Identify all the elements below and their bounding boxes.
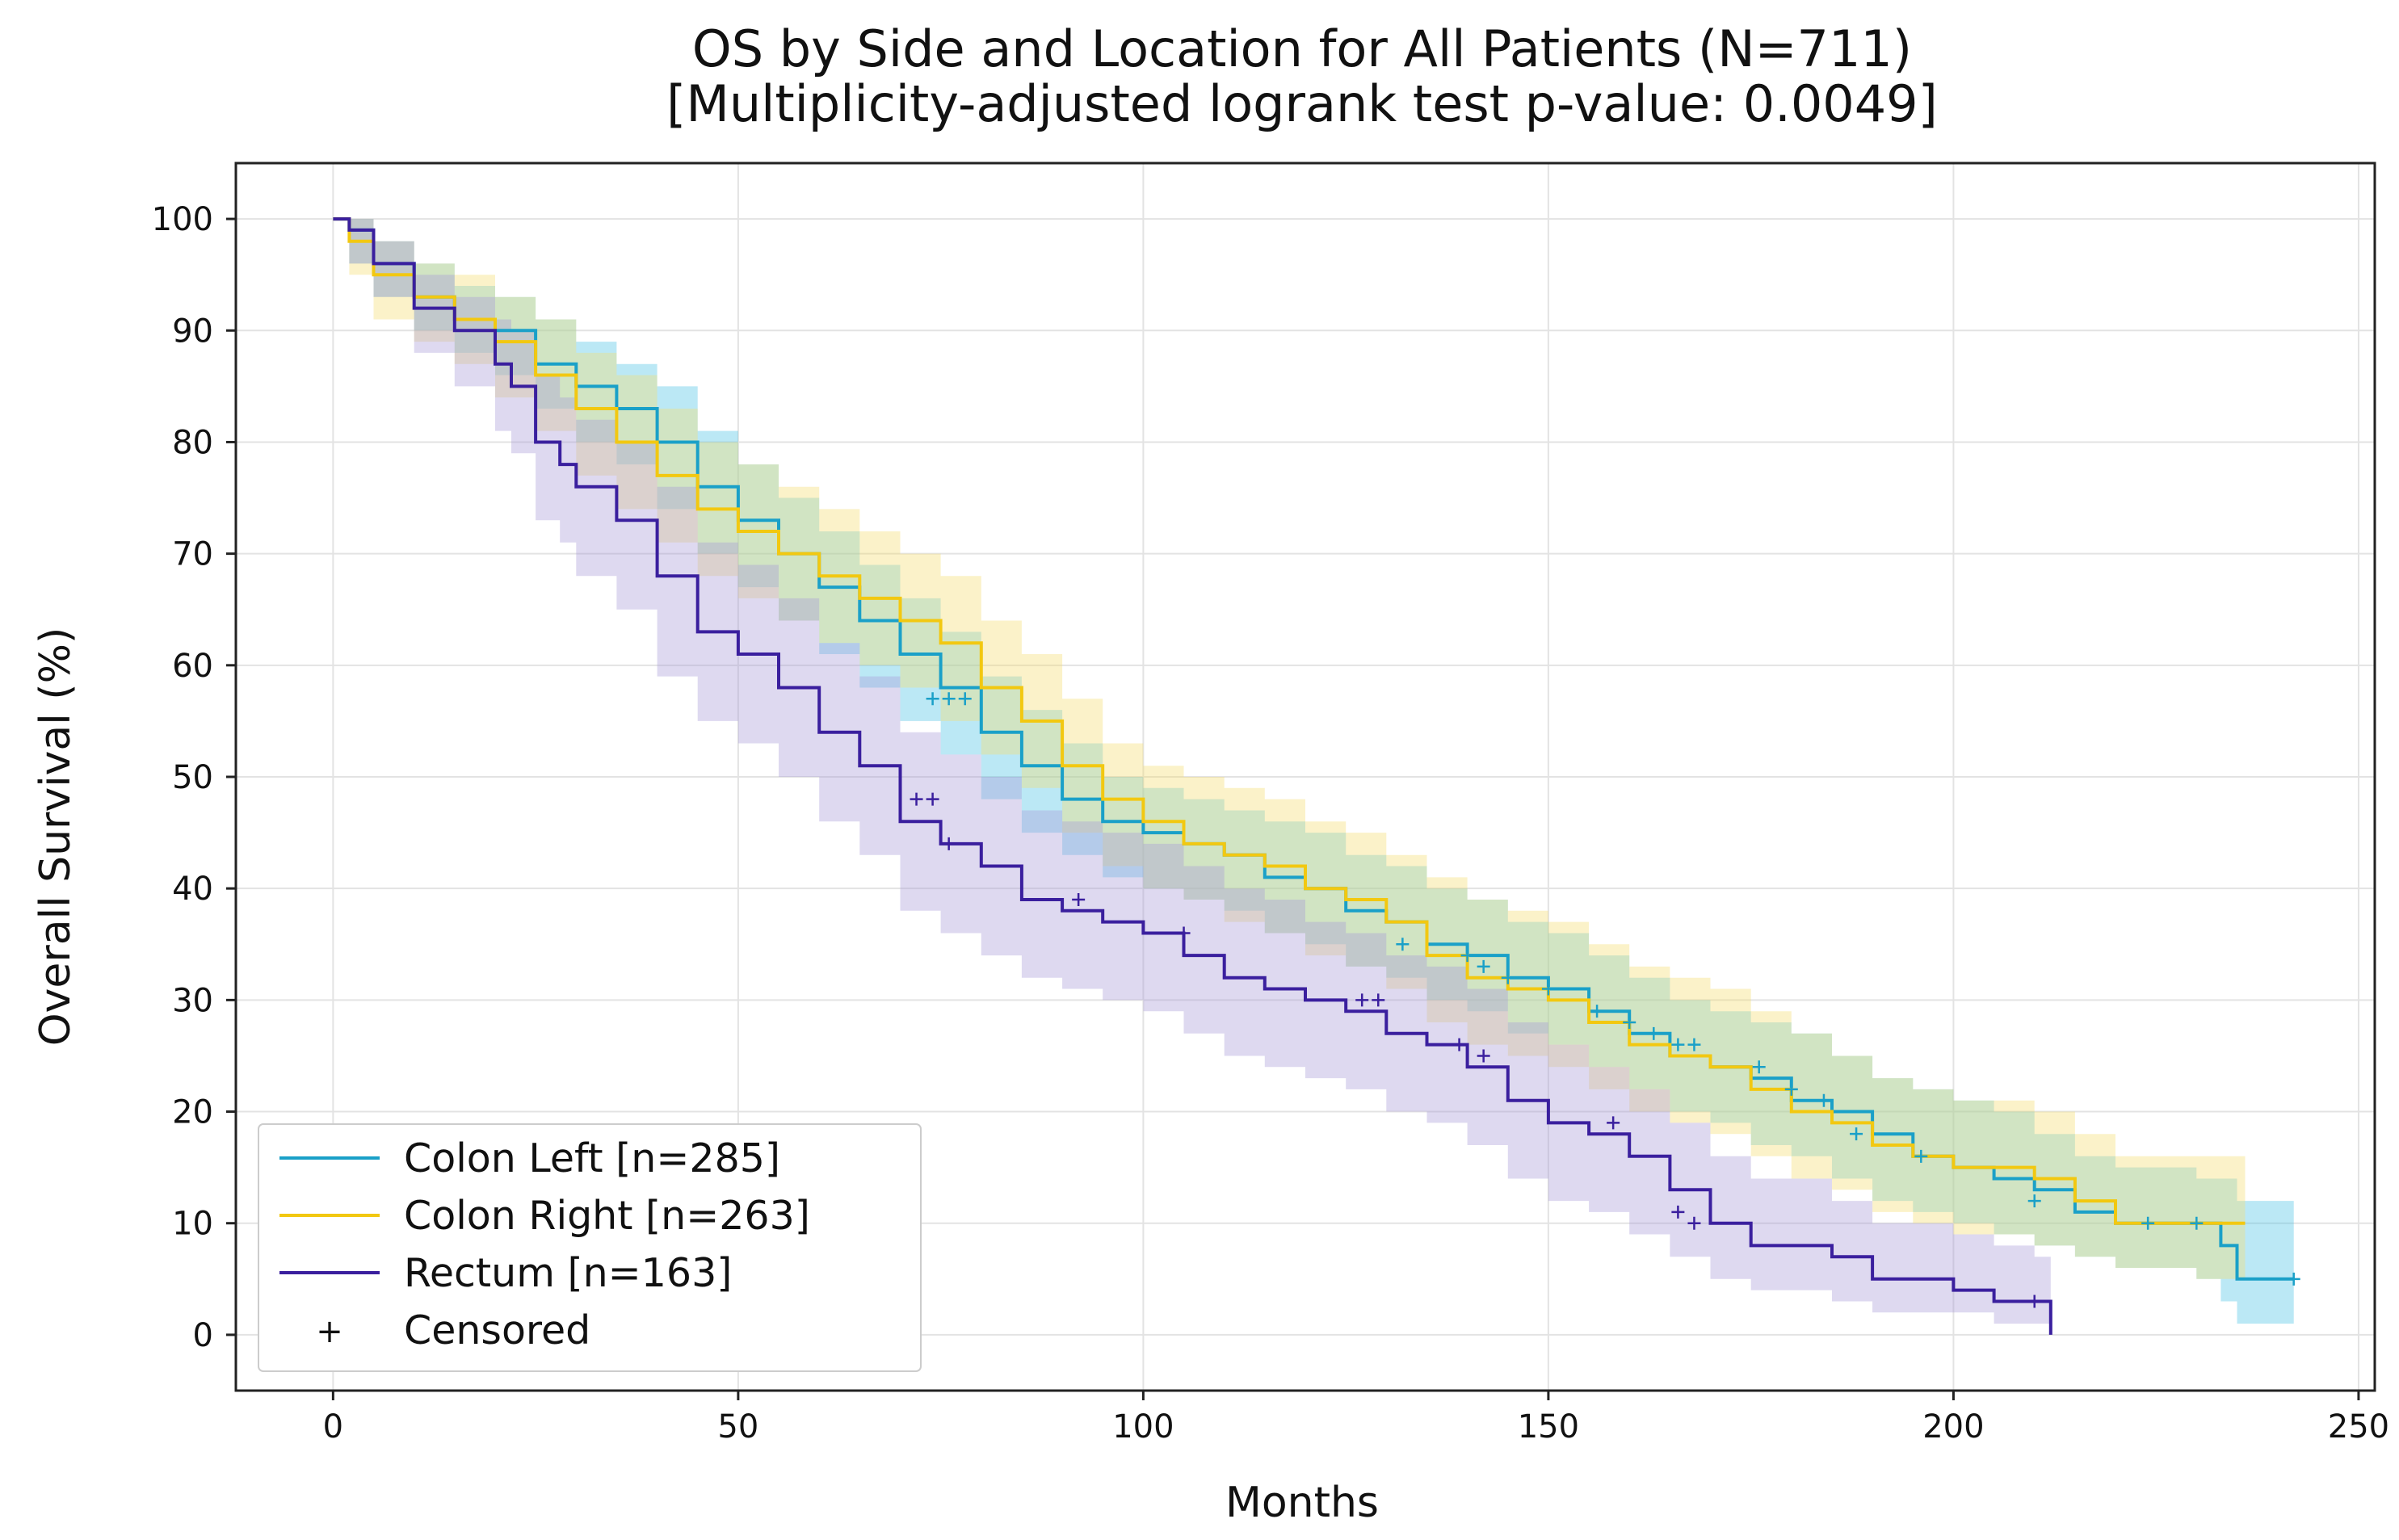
chart-title-line2: [Multiplicity-adjusted logrank test p-va…: [666, 74, 1938, 133]
y-tick-label: 80: [172, 424, 213, 461]
y-tick-label: 10: [172, 1206, 213, 1243]
y-tick-label: 50: [172, 759, 213, 796]
y-tick-label: 30: [172, 982, 213, 1019]
chart-title-line1: OS by Side and Location for All Patients…: [692, 19, 1912, 78]
legend-label-colon-right: Colon Right [n=263]: [404, 1193, 810, 1239]
y-tick-label: 0: [193, 1317, 213, 1354]
x-tick-label: 100: [1112, 1408, 1174, 1446]
legend: Colon Left [n=285] Colon Right [n=263] R…: [258, 1124, 921, 1371]
ci-band-colon-right: [333, 219, 2245, 1279]
y-tick-label: 70: [172, 536, 213, 573]
y-axis-label: Overall Survival (%): [32, 627, 80, 1047]
x-tick-label: 250: [2328, 1408, 2389, 1446]
chart-canvas: 0 50 100 150 200 250 0 10 20 30 40 50 60 70 80 90 100 OS…: [0, 0, 2399, 1540]
x-tick-label: 150: [1518, 1408, 1579, 1446]
y-tick-label: 40: [172, 871, 213, 908]
y-tick-label: 20: [172, 1094, 213, 1131]
legend-label-colon-left: Colon Left [n=285]: [404, 1135, 780, 1181]
y-tick-label: 90: [172, 313, 213, 350]
y-tick-label: 60: [172, 648, 213, 685]
x-tick-label: 200: [1922, 1408, 1984, 1446]
y-tick-label: 100: [152, 201, 213, 238]
x-axis-label: Months: [1225, 1479, 1379, 1527]
x-tick-label: 50: [717, 1408, 758, 1446]
legend-label-censored: Censored: [404, 1307, 590, 1353]
km-chart: 0 50 100 150 200 250 0 10 20 30 40 50 60 70 80 90 100 OS…: [0, 0, 2399, 1540]
legend-censor-marker: +: [316, 1313, 343, 1350]
legend-label-rectum: Rectum [n=163]: [404, 1250, 732, 1296]
x-tick-label: 0: [323, 1408, 343, 1446]
